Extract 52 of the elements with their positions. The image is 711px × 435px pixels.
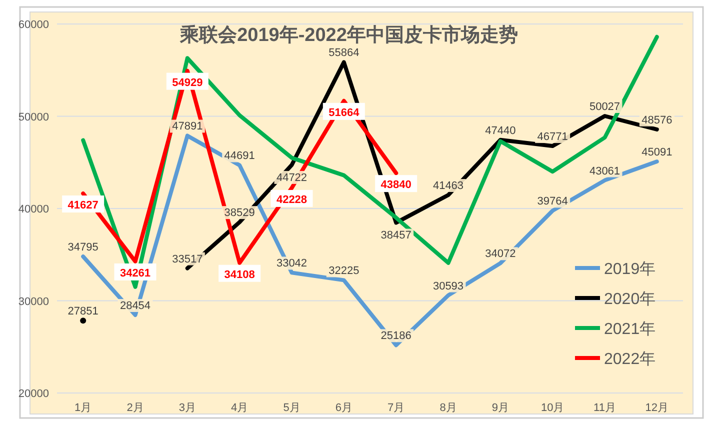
data-label: 45091 — [642, 146, 672, 159]
x-tick-label: 7月 — [388, 402, 405, 414]
data-label: 44722 — [276, 172, 308, 184]
x-tick-label: 10月 — [540, 402, 564, 414]
data-label: 39764 — [537, 196, 568, 208]
data-label: 25186 — [380, 330, 412, 342]
y-tick-label: 40000 — [18, 204, 49, 216]
data-label: 47891 — [172, 120, 203, 133]
y-tick-label: 30000 — [18, 296, 49, 308]
x-tick-label: 6月 — [335, 402, 352, 414]
data-label: 42228 — [276, 194, 308, 206]
x-tick-label: 5月 — [283, 402, 300, 414]
data-label: 41463 — [432, 180, 464, 192]
x-tick-label: 8月 — [440, 402, 457, 414]
data-label: 33517 — [172, 253, 203, 266]
data-label: 38457 — [380, 230, 412, 242]
data-label: 38529 — [224, 207, 255, 220]
data-label: 34072 — [485, 248, 516, 260]
data-label: 44691 — [224, 150, 255, 162]
x-tick-label: 3月 — [178, 402, 196, 414]
x-tick-label: 4月 — [231, 402, 248, 414]
x-tick-label: 12月 — [645, 402, 669, 414]
data-label: 54929 — [172, 76, 203, 89]
y-tick-label: 50000 — [18, 111, 49, 124]
data-label: 28454 — [120, 300, 151, 312]
data-label: 46771 — [537, 131, 568, 144]
data-label: 43840 — [380, 179, 412, 192]
data-label: 34261 — [120, 267, 151, 280]
data-label: 47440 — [485, 124, 516, 137]
x-tick-label: 2月 — [126, 402, 144, 414]
legend-label: 2020年 — [604, 291, 656, 308]
x-tick-label: 11月 — [594, 402, 616, 414]
chart-title: 乘联会2019年-2022年中国皮卡市场走势 — [179, 24, 518, 46]
data-label: 30593 — [432, 280, 464, 292]
data-label: 32225 — [328, 265, 360, 278]
data-label: 43061 — [589, 165, 620, 178]
data-label: 51664 — [328, 106, 360, 119]
data-label: 27851 — [68, 306, 98, 318]
legend-label: 2019年 — [604, 261, 656, 278]
y-tick-label: 20000 — [18, 388, 49, 400]
data-label: 33042 — [276, 258, 308, 270]
data-label: 48576 — [642, 114, 672, 126]
x-tick-label: 1月 — [74, 402, 92, 414]
data-label: 55864 — [328, 47, 360, 60]
legend-label: 2022年 — [604, 351, 656, 368]
legend-label: 2021年 — [604, 321, 656, 338]
data-label: 34108 — [224, 268, 255, 281]
x-tick-label: 9月 — [492, 402, 509, 414]
data-label: 41627 — [68, 199, 98, 212]
data-label: 50027 — [589, 101, 620, 113]
y-tick-label: 60000 — [18, 19, 49, 31]
data-label: 34795 — [68, 242, 98, 254]
